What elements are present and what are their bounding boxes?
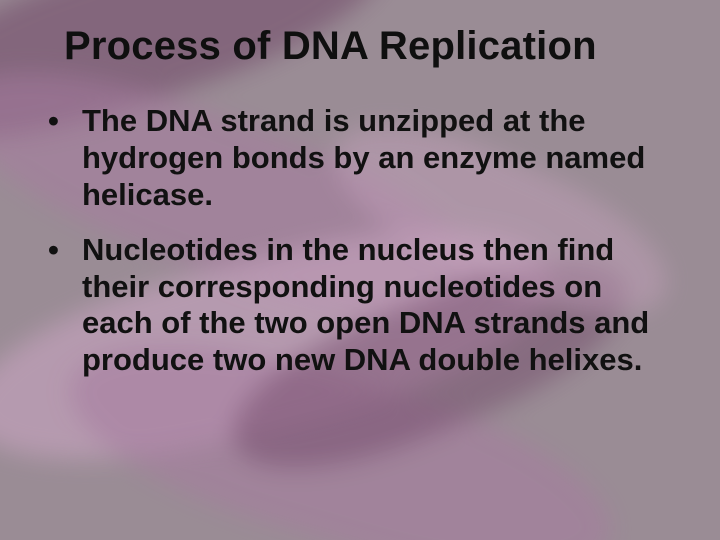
bullet-item: The DNA strand is unzipped at the hydrog… [40,103,670,214]
slide: Process of DNA Replication The DNA stran… [0,0,720,540]
bullet-item: Nucleotides in the nucleus then find the… [40,232,670,380]
slide-title: Process of DNA Replication [64,24,680,69]
bullet-list: The DNA strand is unzipped at the hydrog… [40,103,680,379]
slide-content: Process of DNA Replication The DNA stran… [0,0,720,379]
